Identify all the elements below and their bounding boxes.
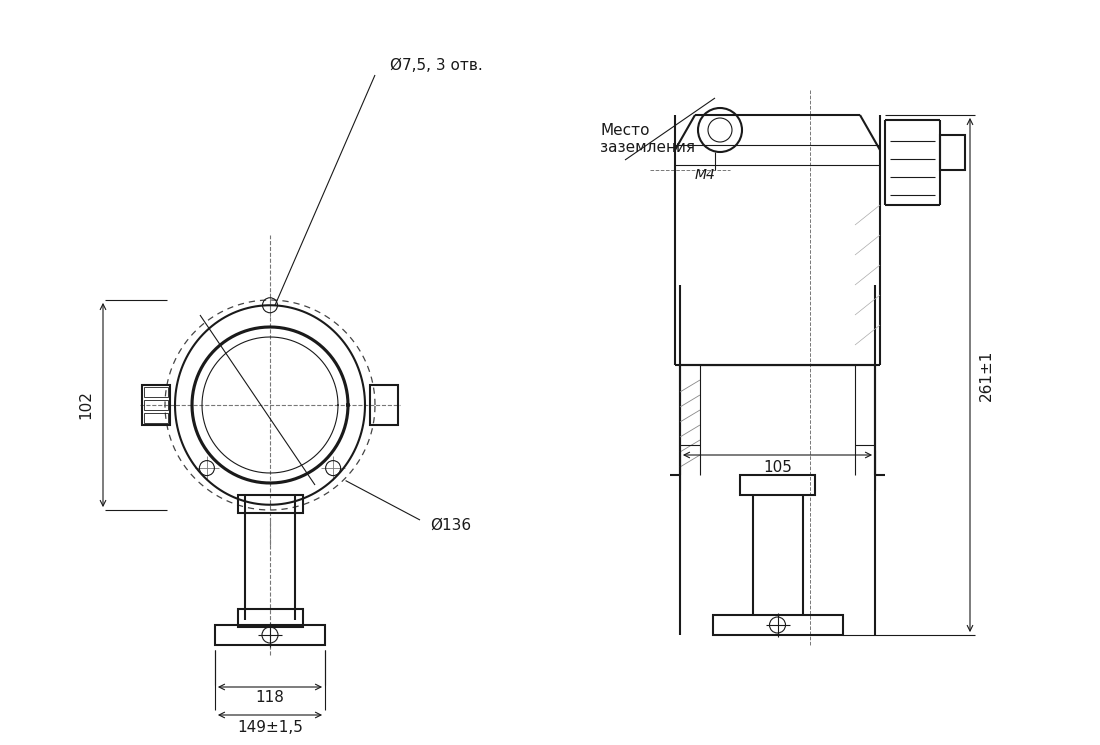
Text: 261±1: 261±1 — [979, 349, 993, 401]
Bar — [940, 135, 965, 170]
Text: Ø7,5, 3 отв.: Ø7,5, 3 отв. — [390, 57, 483, 72]
Bar — [238, 609, 302, 627]
Bar — [740, 475, 815, 495]
Text: 105: 105 — [763, 460, 792, 475]
Bar — [142, 385, 170, 425]
Bar — [214, 625, 324, 645]
Text: 149±1,5: 149±1,5 — [238, 720, 302, 735]
Bar — [713, 615, 843, 635]
Text: M4: M4 — [695, 168, 716, 182]
Bar — [370, 385, 398, 425]
Bar — [144, 413, 168, 423]
Bar — [144, 387, 168, 396]
Text: Место
заземления: Место заземления — [600, 123, 695, 155]
Bar — [238, 495, 302, 513]
Bar — [144, 400, 168, 410]
Text: Ø136: Ø136 — [430, 518, 471, 533]
Text: 118: 118 — [255, 691, 285, 706]
Text: 102: 102 — [78, 390, 94, 419]
